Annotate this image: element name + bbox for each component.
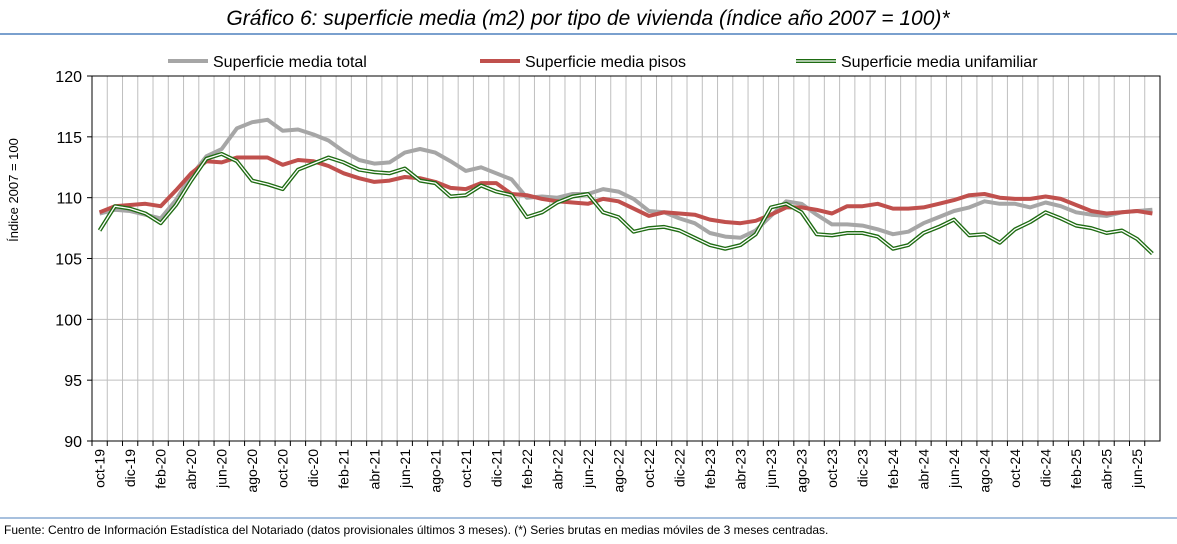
x-tick-label: jun-23 [763,449,779,489]
x-tick-label: abr-23 [732,449,748,490]
x-tick-label: feb-22 [519,449,535,489]
x-tick-label: oct-23 [824,449,840,488]
x-tick-label: jun-24 [946,449,962,489]
x-tick-label: abr-21 [366,449,382,490]
x-tick-label: abr-24 [916,449,932,490]
x-tick-label: ago-20 [244,449,260,493]
x-tick-label: dic-23 [854,449,870,487]
x-tick-label: dic-19 [122,449,138,487]
chart-title: Gráfico 6: superficie media (m2) por tip… [226,7,950,30]
x-tick-label: dic-21 [488,449,504,487]
y-tick-label: 100 [55,312,82,329]
legend-label: Superficie media total [213,54,367,71]
x-tick-label: abr-22 [549,449,565,490]
x-tick-label: oct-21 [458,449,474,488]
x-tick-label: feb-25 [1068,449,1084,489]
y-tick-label: 90 [64,434,82,451]
x-tick-label: dic-24 [1038,449,1054,487]
x-tick-label: oct-19 [92,449,108,488]
x-tick-label: abr-20 [183,449,199,490]
x-tick-label: ago-23 [793,449,809,493]
y-axis-label: Índice 2007 = 100 [6,138,21,242]
legend-label: Superficie media pisos [525,54,686,71]
source-note: Fuente: Centro de Información Estadístic… [4,523,828,537]
x-tick-label: oct-20 [275,449,291,488]
y-tick-label: 110 [56,191,82,208]
x-tick-label: ago-24 [977,449,993,493]
x-tick-label: feb-24 [885,449,901,489]
x-tick-label: oct-24 [1007,449,1023,488]
x-tick-label: ago-21 [427,449,443,493]
series-line [98,155,1153,226]
x-tick-label: abr-25 [1099,449,1115,490]
y-tick-label: 105 [55,252,82,269]
y-tick-label: 115 [56,130,82,147]
legend-label: Superficie media unifamiliar [841,54,1038,71]
x-tick-label: jun-22 [580,449,596,489]
y-tick-label: 95 [64,373,82,390]
x-tick-label: feb-23 [702,449,718,489]
x-tick-label: dic-20 [305,449,321,487]
x-tick-label: feb-21 [336,449,352,489]
x-tick-label: feb-20 [153,449,169,489]
y-tick-label: 120 [55,69,82,86]
x-tick-label: jun-21 [397,449,413,489]
x-tick-label: oct-22 [641,449,657,488]
x-tick-label: jun-20 [214,449,230,489]
series-line [99,117,1153,240]
x-tick-label: ago-22 [610,449,626,493]
x-tick-label: dic-22 [671,449,687,487]
x-tick-label: jun-25 [1129,449,1145,489]
series-line-inner [99,153,1153,255]
